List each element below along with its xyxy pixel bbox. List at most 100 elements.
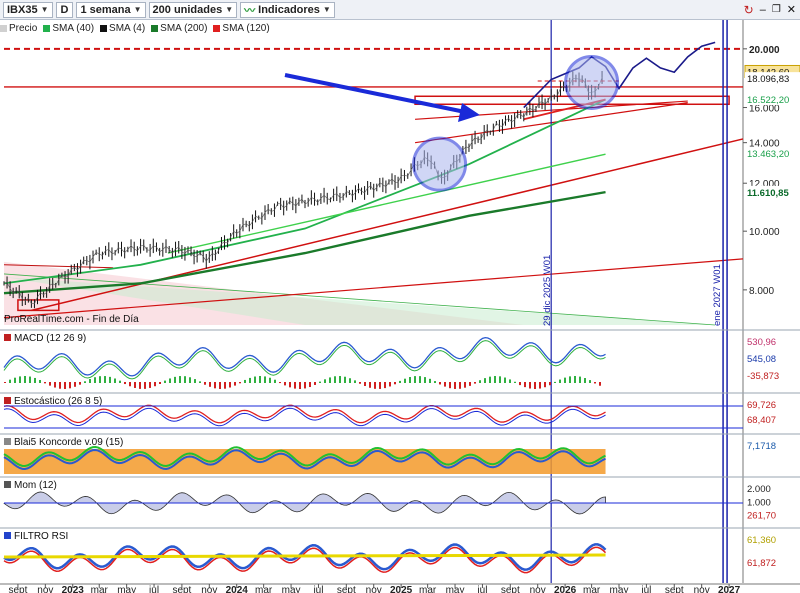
price-link <box>236 230 241 234</box>
macd-hist <box>389 382 391 387</box>
legend-item[interactable]: SMA (4) <box>100 23 145 34</box>
x-tick-label: 2027 <box>718 585 741 593</box>
price-link <box>162 245 167 250</box>
macd-hist <box>529 382 531 389</box>
close-icon[interactable]: ✕ <box>786 4 796 16</box>
legend-swatch <box>213 24 221 32</box>
price-link <box>105 249 109 251</box>
highlight-circle-1 <box>412 136 468 192</box>
minimize-icon[interactable]: – <box>759 3 766 16</box>
price-link <box>102 250 106 256</box>
panel-line-2 <box>3 340 606 380</box>
legend-swatch <box>43 24 51 32</box>
legend-swatch <box>151 24 159 32</box>
price-link <box>532 108 537 111</box>
price-link <box>34 296 38 304</box>
price-link <box>80 260 84 267</box>
price-link <box>9 288 14 294</box>
price-link <box>12 290 17 294</box>
legend-label: SMA (200) <box>160 22 208 34</box>
price-link <box>168 249 173 253</box>
macd-hist <box>104 376 106 383</box>
price-link <box>233 231 237 234</box>
price-link <box>557 88 561 96</box>
price-tag-bg <box>745 146 800 159</box>
macd-hist <box>84 381 86 383</box>
x-tick-label: mar <box>91 585 109 593</box>
units-selector[interactable]: 200 unidades ▼ <box>148 1 238 18</box>
price-link <box>487 129 491 133</box>
macd-hist <box>319 381 321 383</box>
price-link <box>361 190 365 194</box>
price-link <box>505 118 509 121</box>
macd-hist <box>339 376 341 383</box>
koncorde-blue <box>3 448 606 470</box>
price-link <box>209 253 213 258</box>
x-tick-label: jul <box>476 585 487 593</box>
price-link <box>239 224 244 232</box>
price-link <box>520 114 524 118</box>
macd-hist <box>404 378 406 383</box>
price-tag-bg <box>745 93 800 106</box>
price-link <box>99 253 103 256</box>
price-link <box>355 188 359 193</box>
price-link <box>114 247 119 253</box>
macd-hist <box>344 376 346 383</box>
macd-hist <box>174 376 176 383</box>
price-link <box>468 141 473 148</box>
macd-hist <box>224 382 226 389</box>
macd-hist <box>149 382 151 388</box>
price-link <box>307 197 312 203</box>
panel-title: Estocástico (26 8 5) <box>14 396 102 407</box>
price-link <box>286 200 291 206</box>
legend-item[interactable]: SMA (200) <box>151 23 207 34</box>
price-link <box>6 282 11 289</box>
price-link <box>245 223 250 227</box>
chevron-down-icon: ▼ <box>225 5 234 14</box>
price-link <box>364 187 368 194</box>
price-link <box>496 122 500 127</box>
price-link <box>271 209 275 212</box>
macd-hist <box>259 376 261 383</box>
sma-line <box>3 98 606 285</box>
macd-hist <box>549 382 551 386</box>
price-link <box>95 252 100 255</box>
indicators-button[interactable]: 〰 Indicadores ▼ <box>240 1 335 18</box>
legend-item[interactable]: Precio <box>0 23 37 34</box>
price-link <box>46 285 50 293</box>
symbol-selector[interactable]: IBX35 ▼ <box>3 1 53 18</box>
macd-hist <box>119 380 121 383</box>
price-link <box>267 208 272 212</box>
x-tick-label: jul <box>148 585 159 593</box>
legend-item[interactable]: SMA (40) <box>43 23 94 34</box>
x-tick-label: mar <box>419 585 437 593</box>
legend-item[interactable]: SMA (120) <box>213 22 270 34</box>
price-link <box>352 192 356 197</box>
price-link <box>140 244 144 247</box>
chevron-down-icon: ▼ <box>322 5 331 14</box>
macd-hist <box>514 381 516 383</box>
period-button[interactable]: D <box>55 1 74 18</box>
legend-label: SMA (120) <box>222 22 270 34</box>
price-link <box>22 298 26 302</box>
price-link <box>178 246 183 253</box>
macd-hist <box>419 376 421 383</box>
price-link <box>295 201 300 207</box>
macd-hist <box>239 382 241 384</box>
price-link <box>184 249 189 254</box>
macd-hist <box>589 380 591 383</box>
x-tick-label: sept <box>8 585 27 593</box>
price-link <box>202 256 207 262</box>
restore-icon[interactable]: ❐ <box>771 4 781 15</box>
source-label: ProRealTime.com - Fin de Día <box>4 314 139 325</box>
panel-value: -35,873 <box>747 371 779 382</box>
timeframe-selector[interactable]: 1 semana ▼ <box>76 1 146 18</box>
price-link <box>172 248 176 253</box>
macd-hist <box>139 382 141 389</box>
macd-hist <box>359 382 361 384</box>
macd-hist <box>194 379 196 383</box>
refresh-icon[interactable]: ↻ <box>743 2 754 17</box>
price-tick-label: 16.000 <box>749 104 780 115</box>
price-link <box>64 275 69 278</box>
price-link <box>465 146 470 149</box>
